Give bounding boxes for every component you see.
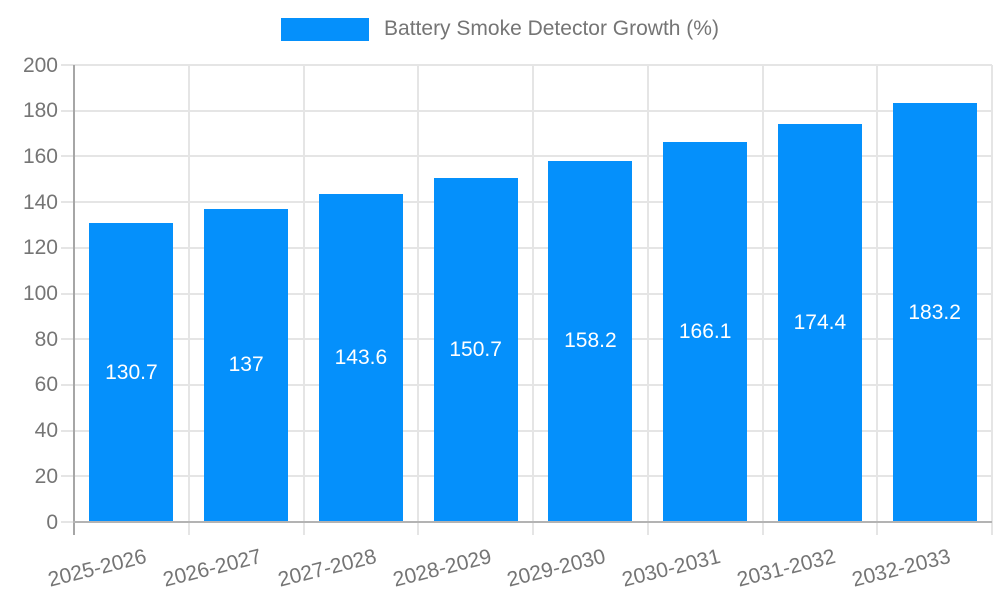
y-axis-tick-label: 200 xyxy=(22,53,58,77)
y-axis-tick-label: 140 xyxy=(22,190,58,214)
y-axis-tick-label: 160 xyxy=(22,144,58,168)
y-axis-tick-label: 80 xyxy=(34,327,58,351)
legend-item[interactable]: Battery Smoke Detector Growth (%) xyxy=(281,17,719,41)
y-axis-tick-label: 40 xyxy=(34,419,58,443)
y-axis-tick xyxy=(61,64,74,66)
legend-swatch xyxy=(281,17,370,41)
x-axis-tick xyxy=(417,522,420,535)
x-axis-tick xyxy=(991,522,993,535)
bar-value-label: 143.6 xyxy=(334,345,388,369)
y-axis-tick-label: 20 xyxy=(34,464,58,488)
y-axis-tick-label: 100 xyxy=(22,282,58,305)
y-axis-line xyxy=(73,65,75,522)
bar-2025-2026[interactable]: 130.7 xyxy=(89,223,174,522)
gridline-vertical xyxy=(991,65,993,522)
bar-2030-2031[interactable]: 166.1 xyxy=(663,142,748,522)
x-axis-tick xyxy=(532,522,534,535)
gridline-vertical xyxy=(876,65,879,522)
bar-2029-2030[interactable]: 158.2 xyxy=(548,160,633,522)
y-axis-tick-label: 120 xyxy=(22,236,58,260)
y-axis-tick xyxy=(61,109,74,112)
bar-value-label: 183.2 xyxy=(908,300,961,324)
bar-value-label: 174.4 xyxy=(793,310,847,334)
plot-area: 0 20 40 60 80 100 120 140 160 180 200 130.7 2025-202… xyxy=(23,54,993,592)
gridline-vertical xyxy=(417,65,420,522)
x-axis-tick xyxy=(73,522,75,535)
bar-2028-2029[interactable]: 150.7 xyxy=(433,177,518,522)
y-axis-tick-label: 0 xyxy=(46,510,58,534)
legend: Battery Smoke Detector Growth (%) xyxy=(0,17,1000,41)
x-axis-tick xyxy=(761,522,764,535)
y-axis-tick-label: 60 xyxy=(34,373,58,397)
x-axis-tick xyxy=(187,522,190,535)
bar-value-label: 137 xyxy=(228,353,264,377)
y-axis-tick-label: 180 xyxy=(22,99,58,123)
x-axis-tick xyxy=(646,522,649,535)
bar-value-label: 130.7 xyxy=(105,360,158,384)
y-axis-tick xyxy=(61,292,74,295)
y-axis-tick xyxy=(61,246,74,249)
bar-value-label: 150.7 xyxy=(449,337,502,361)
bar-2032-2033[interactable]: 183.2 xyxy=(892,103,977,522)
bar-2031-2032[interactable]: 174.4 xyxy=(777,123,862,522)
y-axis-tick xyxy=(61,201,74,204)
gridline-vertical xyxy=(302,65,305,522)
y-axis-tick xyxy=(61,338,74,341)
gridline-vertical xyxy=(646,65,649,522)
bar-2027-2028[interactable]: 143.6 xyxy=(318,193,403,522)
gridline-vertical xyxy=(187,65,190,522)
y-axis-tick xyxy=(61,521,74,523)
x-axis-tick xyxy=(876,522,879,535)
x-axis-tick xyxy=(302,522,305,535)
x-axis-line xyxy=(73,521,992,523)
gridline-vertical xyxy=(532,65,534,522)
y-axis-tick xyxy=(61,155,74,158)
y-axis-tick xyxy=(61,475,74,478)
y-axis-tick xyxy=(61,429,74,432)
bar-2026-2027[interactable]: 137 xyxy=(204,208,289,522)
bar-value-label: 166.1 xyxy=(678,320,732,344)
bar-value-label: 158.2 xyxy=(564,329,617,353)
legend-label: Battery Smoke Detector Growth (%) xyxy=(384,17,719,40)
y-axis-tick xyxy=(61,383,74,386)
gridline-vertical xyxy=(761,65,764,522)
